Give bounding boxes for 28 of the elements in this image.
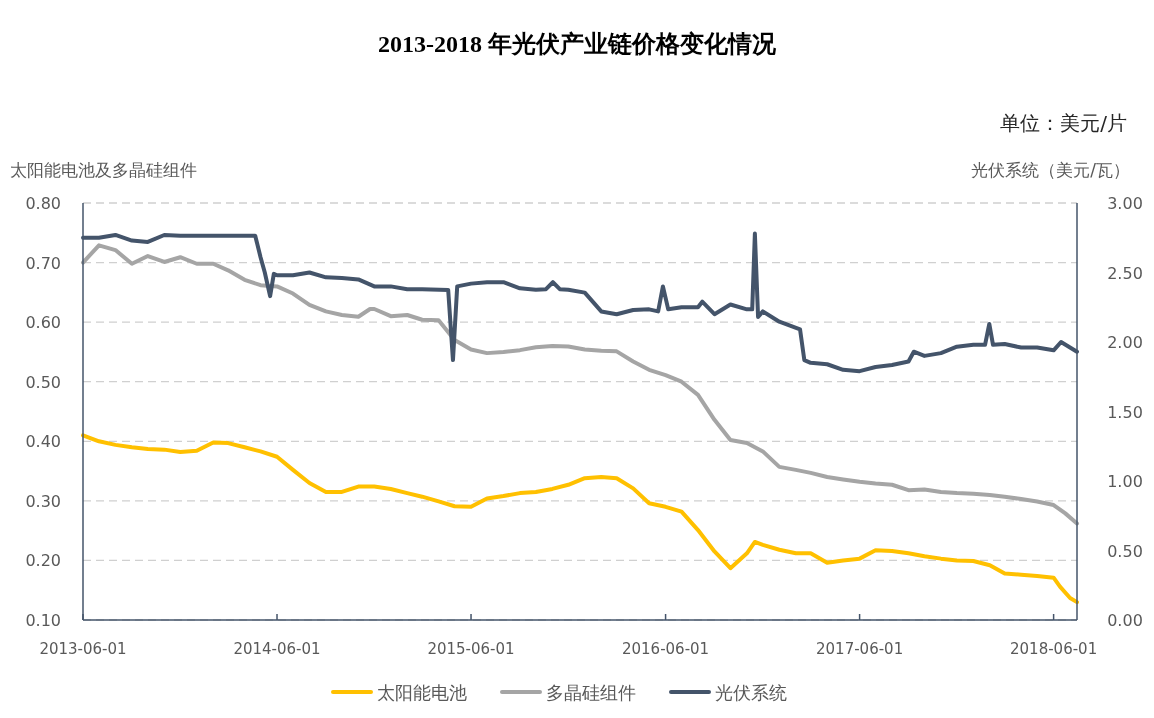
y-tick-label: 0.40 <box>25 432 61 452</box>
x-tick-label: 2013-06-01 <box>39 640 127 658</box>
y2-tick-label: 3.00 <box>1107 194 1143 213</box>
y2-tick-label: 0.50 <box>1107 541 1143 561</box>
y2-tick-label: 0.00 <box>1107 611 1143 630</box>
y2-tick-label: 1.00 <box>1107 472 1143 491</box>
x-tick-label: 2015-06-01 <box>427 640 515 658</box>
y-tick-label: 0.60 <box>25 313 61 333</box>
y-tick-label: 0.10 <box>25 611 61 630</box>
y-tick-label: 0.50 <box>25 372 61 392</box>
x-tick-label: 2017-06-01 <box>816 640 904 658</box>
y-tick-label: 0.70 <box>25 253 61 273</box>
text: 单位：美元/片 <box>1000 111 1127 135</box>
y2-tick-label: 1.50 <box>1107 402 1143 422</box>
y2-axis-title: 光伏系统（美元/瓦） <box>971 160 1130 180</box>
x-tick-label: 2018-06-01 <box>1010 640 1098 658</box>
legend-label: 多晶硅组件 <box>546 682 636 703</box>
legend-label: 太阳能电池 <box>377 682 467 703</box>
y-axis-title: 太阳能电池及多晶硅组件 <box>10 160 197 180</box>
y-tick-label: 0.20 <box>25 551 61 571</box>
x-tick-label: 2014-06-01 <box>233 640 321 658</box>
chart-title: 2013-2018 年光伏产业链价格变化情况 <box>378 31 777 57</box>
y2-tick-label: 2.00 <box>1107 333 1143 352</box>
x-tick-label: 2016-06-01 <box>621 640 710 658</box>
y-tick-label: 0.80 <box>25 194 61 213</box>
y-tick-label: 0.30 <box>25 491 61 511</box>
y2-tick-label: 2.50 <box>1107 263 1143 283</box>
legend-label: 光伏系统 <box>715 682 787 703</box>
